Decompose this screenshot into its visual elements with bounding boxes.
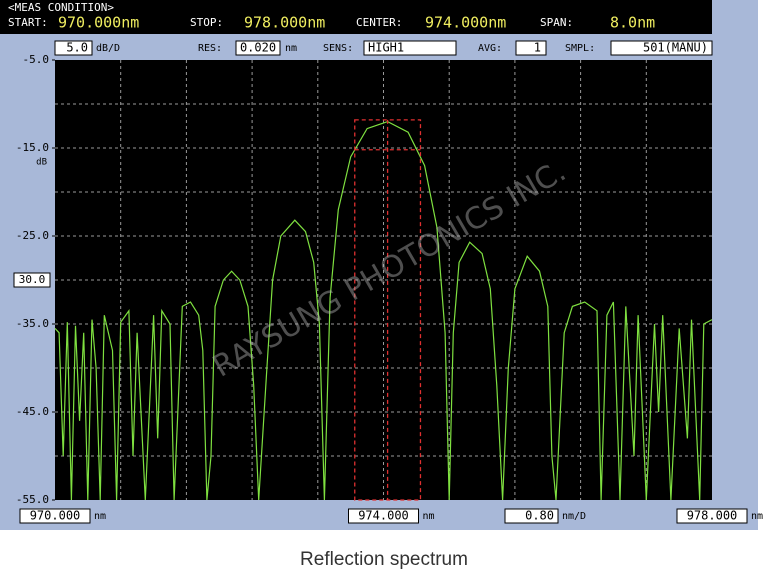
x-tick-box [676, 508, 748, 524]
span-value: 8.0nm [610, 14, 655, 32]
res-label: RES: [198, 43, 222, 54]
y-tick-label: -25.0 [16, 229, 49, 242]
res-unit: nm [285, 43, 297, 54]
x-tick-label: 978.000 [687, 509, 738, 523]
y-tick-label: -45.0 [16, 405, 49, 418]
y-tick-label: -55.0 [16, 493, 49, 506]
ref-marker-box [13, 272, 51, 288]
header-bar [0, 0, 712, 34]
center-label: CENTER: [356, 16, 402, 29]
sens-label: SENS: [323, 43, 353, 54]
smpl-label: SMPL: [565, 43, 595, 54]
value-box [363, 40, 457, 56]
y-unit: dB [36, 158, 47, 168]
scale-unit: dB/D [96, 43, 120, 54]
value-box [515, 40, 547, 56]
stop-value: 978.000nm [244, 14, 325, 32]
xdiv-unit: nm/D [562, 511, 586, 522]
span-label: SPAN: [540, 16, 573, 29]
x-tick-label: 974.000 [358, 509, 409, 523]
start-value: 970.000nm [58, 14, 139, 32]
x-tick-box [348, 508, 419, 524]
sens-value: HIGH1 [368, 41, 404, 55]
res-value: 0.020 [240, 41, 276, 55]
value-box [54, 40, 93, 56]
y-tick-label: -5.0 [23, 53, 50, 66]
xdiv-value: 0.80 [525, 509, 554, 523]
avg-label: AVG: [478, 43, 502, 54]
x-unit: nm [423, 511, 435, 522]
value-box [504, 508, 559, 524]
x-unit: nm [751, 511, 763, 522]
center-value: 974.000nm [425, 14, 506, 32]
x-unit: nm [94, 511, 106, 522]
plot [54, 60, 713, 501]
x-tick-box [19, 508, 91, 524]
smpl-value: 501(MANU) [643, 41, 708, 55]
meas-condition: <MEAS CONDITION> [8, 1, 114, 14]
value-box [610, 40, 713, 56]
caption: Reflection spectrum [300, 549, 468, 570]
y-tick-label: -15.0 [16, 141, 49, 154]
stop-label: STOP: [190, 16, 223, 29]
scale-value: 5.0 [66, 41, 88, 55]
start-label: START: [8, 16, 48, 29]
y-tick-label: -35.0 [16, 317, 49, 330]
value-box [235, 40, 281, 56]
ref-marker-label: 30.0 [19, 273, 46, 286]
spectrum-line [54, 120, 713, 501]
x-tick-label: 970.000 [30, 509, 81, 523]
highlight-box [354, 119, 422, 501]
avg-value: 1 [534, 41, 541, 55]
